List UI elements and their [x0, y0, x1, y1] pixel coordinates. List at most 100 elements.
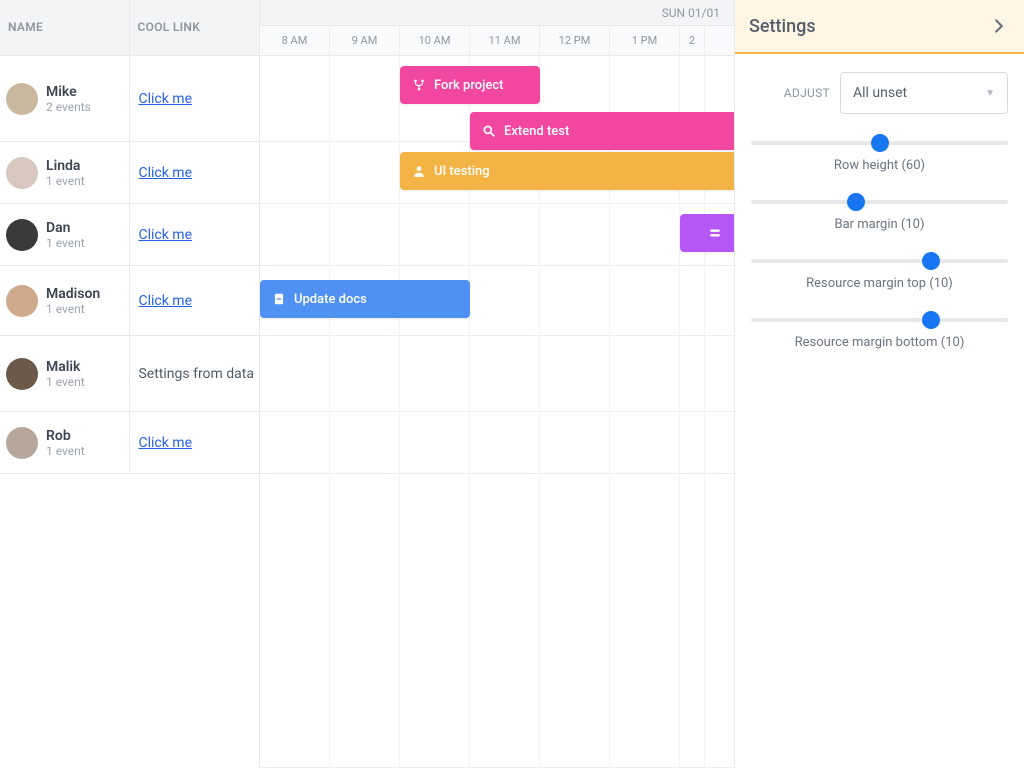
event-label: Update docs	[294, 292, 367, 307]
slider-thumb[interactable]	[871, 134, 889, 152]
timeline-cell	[330, 204, 400, 266]
slider[interactable]	[751, 134, 1008, 152]
resource-link-cell: Click me	[129, 204, 259, 266]
timeline-cell	[610, 336, 680, 412]
event-bar[interactable]: Extend test	[470, 112, 734, 150]
hour-cell: 10 AM	[400, 26, 470, 55]
list-icon	[708, 226, 722, 240]
resource-row[interactable]: Dan1 event Click me	[0, 204, 259, 266]
caret-down-icon: ▼	[985, 88, 995, 99]
timeline-cell	[610, 474, 680, 767]
resource-row[interactable]: Malik1 event Settings from data	[0, 336, 259, 412]
resource-panel: NAME COOL LINK Mike2 eventsClick meLinda…	[0, 0, 260, 768]
slider[interactable]	[751, 252, 1008, 270]
slider-label: Resource margin top (10)	[806, 276, 953, 291]
event-bar[interactable]: UI testing	[400, 152, 734, 190]
search-icon	[482, 124, 496, 138]
resource-text: Dan1 event	[46, 220, 85, 250]
event-bar[interactable]: Fork project	[400, 66, 540, 104]
timeline-cell	[260, 56, 330, 142]
resource-subtitle: 2 events	[46, 100, 91, 114]
timeline-cell	[540, 412, 610, 474]
timeline-hours: 8 AM9 AM10 AM11 AM12 PM1 PM2	[260, 26, 734, 55]
timeline-row[interactable]	[260, 204, 734, 266]
sliders-container: Row height (60) Bar margin (10) Resource m…	[751, 134, 1008, 350]
timeline-cell	[400, 412, 470, 474]
resource-name: Dan	[46, 220, 85, 236]
resource-link-cell: Click me	[129, 412, 259, 474]
hour-cell: 8 AM	[260, 26, 330, 55]
adjust-select[interactable]: All unset ▼	[840, 72, 1008, 114]
resource-subtitle: 1 event	[46, 302, 100, 316]
slider-thumb[interactable]	[922, 311, 940, 329]
resource-name-cell: Mike2 events	[0, 56, 129, 142]
adjust-select-value: All unset	[853, 85, 907, 101]
resource-name: Linda	[46, 158, 85, 174]
timeline-empty-area	[260, 474, 734, 768]
doc-icon	[272, 292, 286, 306]
slider[interactable]	[751, 193, 1008, 211]
slider-thumb[interactable]	[922, 252, 940, 270]
resource-row[interactable]: Rob1 eventClick me	[0, 412, 259, 474]
resource-name-cell: Malik1 event	[0, 336, 129, 412]
resource-name: Rob	[46, 428, 85, 444]
resource-row[interactable]: Mike2 events Click me	[0, 56, 259, 142]
timeline-body[interactable]: Fork project Extend testUI testing Update …	[260, 56, 734, 768]
avatar	[6, 358, 38, 390]
slider-thumb[interactable]	[847, 193, 865, 211]
avatar	[6, 83, 38, 115]
slider-group: Bar margin (10)	[751, 193, 1008, 232]
timeline-row[interactable]	[260, 412, 734, 474]
slider-label: Bar margin (10)	[834, 217, 924, 232]
settings-panel: Settings ADJUST All unset ▼ Row height (…	[734, 0, 1024, 768]
slider-group: Resource margin bottom (10)	[751, 311, 1008, 350]
resource-name: Madison	[46, 286, 100, 302]
event-bar[interactable]	[680, 214, 734, 252]
timeline-cell	[330, 56, 400, 142]
resource-link[interactable]: Click me	[138, 435, 192, 451]
resource-subtitle: 1 event	[46, 375, 85, 389]
resource-name-cell: Linda1 event	[0, 142, 129, 204]
timeline-row[interactable]	[260, 336, 734, 412]
resource-link-text: Settings from data	[138, 366, 254, 382]
resource-subtitle: 1 event	[46, 236, 85, 250]
slider[interactable]	[751, 311, 1008, 329]
resource-link[interactable]: Click me	[138, 227, 192, 243]
timeline-cell	[610, 412, 680, 474]
timeline-cell	[540, 204, 610, 266]
resource-link[interactable]: Click me	[138, 293, 192, 309]
slider-group: Resource margin top (10)	[751, 252, 1008, 291]
resource-name: Mike	[46, 84, 91, 100]
timeline-cell	[400, 204, 470, 266]
timeline-cell	[680, 266, 705, 336]
slider-group: Row height (60)	[751, 134, 1008, 173]
resource-row[interactable]: Linda1 event Click me	[0, 142, 259, 204]
timeline-cell	[260, 204, 330, 266]
timeline-cell	[540, 336, 610, 412]
timeline-cell	[470, 266, 540, 336]
resource-name: Malik	[46, 359, 85, 375]
resource-list: Mike2 eventsClick meLinda1 eventClick me…	[0, 56, 259, 474]
resource-name-cell: Dan1 event	[0, 204, 129, 266]
resource-row[interactable]: Madison1 event Click me	[0, 266, 259, 336]
resource-header: NAME COOL LINK	[0, 0, 259, 56]
timeline-day-label: SUN 01/01	[260, 0, 734, 26]
adjust-row: ADJUST All unset ▼	[751, 72, 1008, 114]
slider-label: Row height (60)	[834, 158, 925, 173]
timeline-cell	[330, 142, 400, 204]
timeline-cell	[470, 204, 540, 266]
settings-title: Settings	[749, 16, 816, 37]
column-header-link: COOL LINK	[130, 0, 260, 55]
chevron-right-icon[interactable]	[988, 15, 1010, 37]
timeline-cell	[330, 336, 400, 412]
resource-name-cell: Madison1 event	[0, 266, 129, 336]
timeline-cell	[330, 412, 400, 474]
timeline-header: SUN 01/01 8 AM9 AM10 AM11 AM12 PM1 PM2	[260, 0, 734, 56]
hour-cell: 11 AM	[470, 26, 540, 55]
avatar	[6, 157, 38, 189]
timeline-cell	[680, 412, 705, 474]
resource-link[interactable]: Click me	[138, 91, 192, 107]
avatar	[6, 427, 38, 459]
resource-link[interactable]: Click me	[138, 165, 192, 181]
event-bar[interactable]: Update docs	[260, 280, 470, 318]
